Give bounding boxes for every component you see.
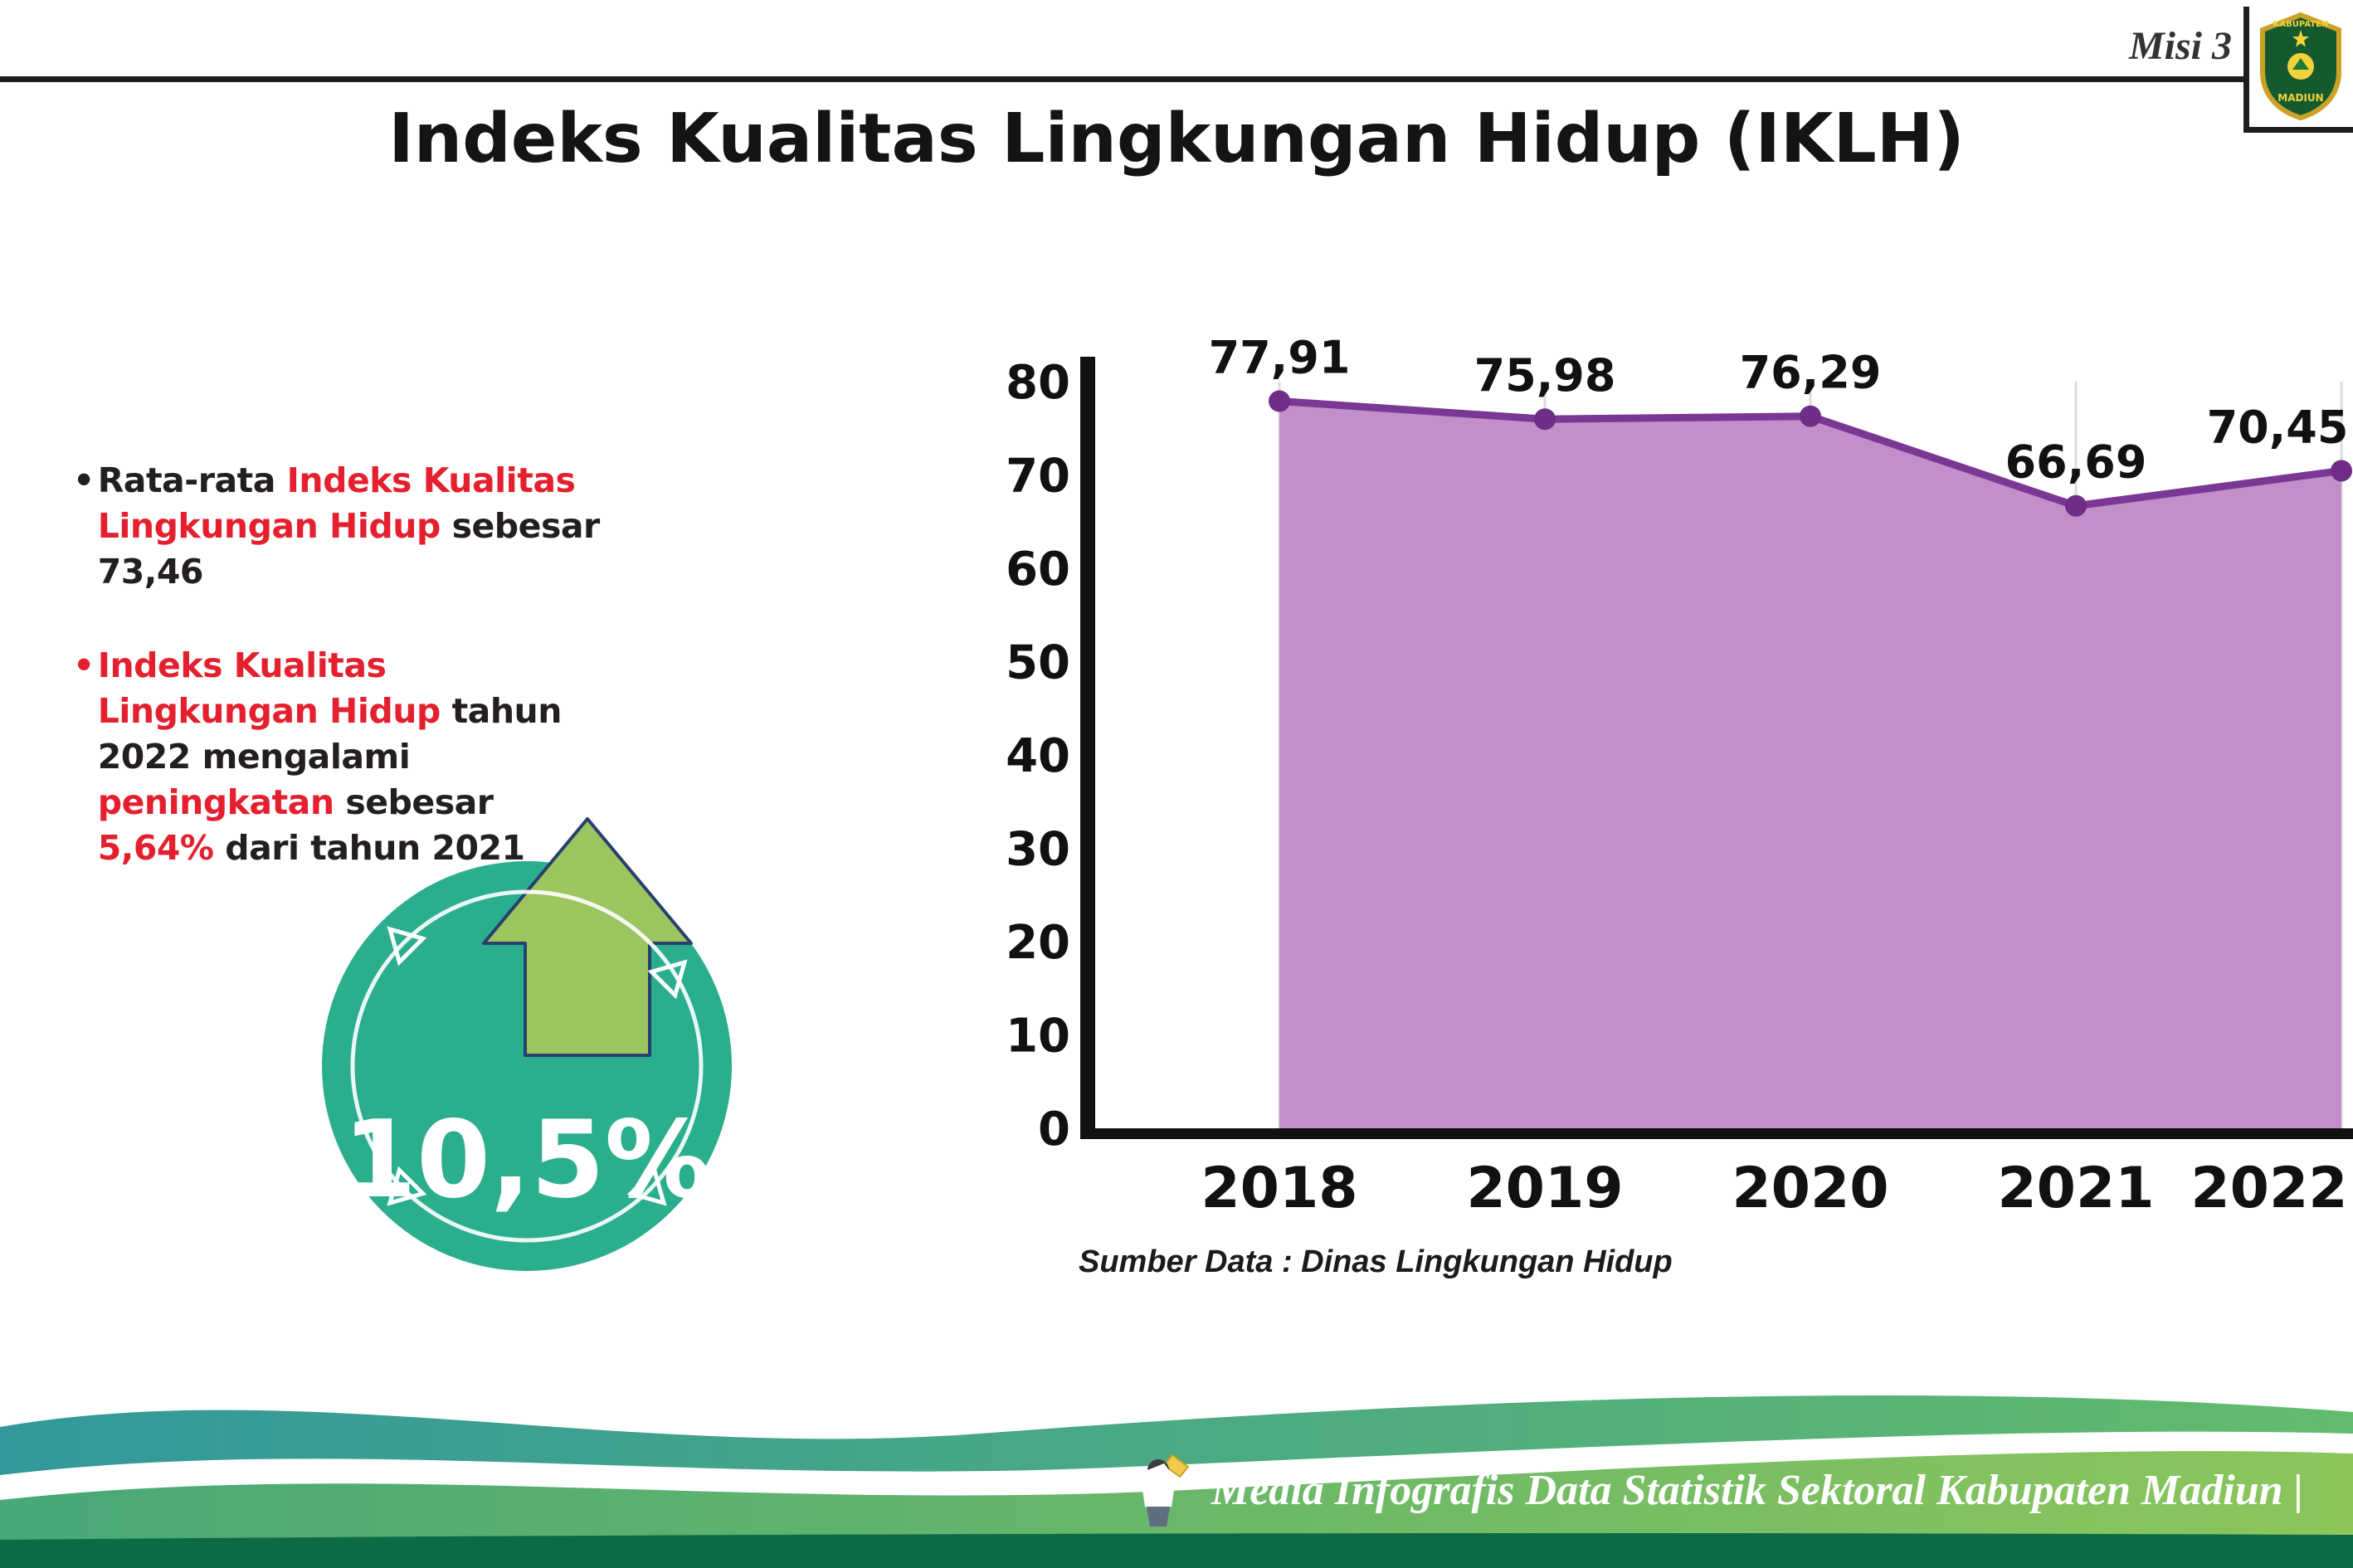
svg-text:75,98: 75,98: [1474, 349, 1616, 402]
svg-text:70: 70: [1006, 450, 1070, 504]
svg-text:50: 50: [1006, 636, 1070, 690]
up-arrow-icon: [482, 817, 693, 1057]
svg-text:2018: 2018: [1201, 1156, 1357, 1221]
writer-mascot-icon: [1141, 1454, 1190, 1527]
star-icon: [2292, 30, 2309, 47]
misi-label: Misi 3: [2128, 24, 2232, 68]
ring-triangle-icon: [647, 959, 688, 1000]
ring-triangle-icon: [387, 1166, 427, 1206]
kabupaten-madiun-logo: KABUPATEN MADIUN: [2258, 12, 2343, 121]
summary-bullets: • Rata-rata Indeks Kualitas Lingkungan H…: [73, 458, 604, 919]
svg-text:0: 0: [1038, 1103, 1070, 1157]
data-source-note: Sumber Data : Dinas Lingkungan Hidup: [1079, 1244, 1673, 1279]
shield-emblem-icon: KABUPATEN MADIUN: [2260, 12, 2341, 121]
ring-triangle-icon: [387, 926, 427, 967]
svg-text:30: 30: [1006, 823, 1070, 877]
ring-triangle-icon: [626, 1166, 667, 1206]
bullet-increase-2022: • Indeks Kualitas Lingkungan Hidup tahun…: [73, 643, 604, 871]
logo-kabupaten-text: KABUPATEN: [2273, 20, 2329, 29]
badge-ring: [350, 889, 704, 1243]
area-chart-canvas: 0 10 20 30 40 50 60 70 80 77,91 75,98 76,29 66,69 70,…: [1006, 332, 2353, 1221]
svg-text:80: 80: [1006, 356, 1070, 410]
logo-madiun-text: MADIUN: [2277, 92, 2323, 104]
svg-text:70,45: 70,45: [2207, 401, 2349, 453]
svg-text:2019: 2019: [1466, 1156, 1623, 1221]
svg-text:76,29: 76,29: [1740, 347, 1882, 399]
badge-percentage-value: 10,5%: [343, 1098, 711, 1222]
bullet-average-iklh: • Rata-rata Indeks Kualitas Lingkungan H…: [73, 458, 604, 595]
svg-text:66,69: 66,69: [2005, 436, 2147, 489]
footer-credit-text: Media Infografis Data Statistik Sektoral…: [1211, 1466, 2303, 1514]
bullet-average-iklh-text: Rata-rata Indeks Kualitas Lingkungan Hid…: [97, 460, 601, 592]
bullet-marker: •: [73, 460, 95, 500]
footer-credit-bar: Media Infografis Data Statistik Sektoral…: [1127, 1452, 2303, 1528]
svg-text:2020: 2020: [1732, 1156, 1888, 1221]
svg-text:10: 10: [1006, 1010, 1070, 1064]
svg-text:2022: 2022: [2190, 1156, 2347, 1221]
iklh-area-chart: 0 10 20 30 40 50 60 70 80 77,91 75,98 76,29 66,69 70,…: [987, 332, 2353, 1286]
bullet-increase-2022-text: Indeks Kualitas Lingkungan Hidup tahun 2…: [97, 645, 563, 868]
svg-text:77,91: 77,91: [1209, 332, 1351, 384]
svg-text:60: 60: [1006, 543, 1070, 597]
svg-text:40: 40: [1006, 729, 1070, 783]
logo-frame-horizontal: [2243, 127, 2353, 133]
bullet-marker: •: [73, 645, 95, 685]
increase-percentage-badge: 10,5%: [314, 806, 753, 1288]
logo-frame-vertical: [2243, 7, 2249, 133]
footer-wave-decoration: [0, 1336, 2353, 1568]
top-divider-rule: [0, 76, 2243, 82]
svg-text:2021: 2021: [1997, 1156, 2154, 1221]
svg-text:20: 20: [1006, 916, 1070, 970]
page-title: Indeks Kualitas Lingkungan Hidup (IKLH): [388, 100, 1965, 178]
